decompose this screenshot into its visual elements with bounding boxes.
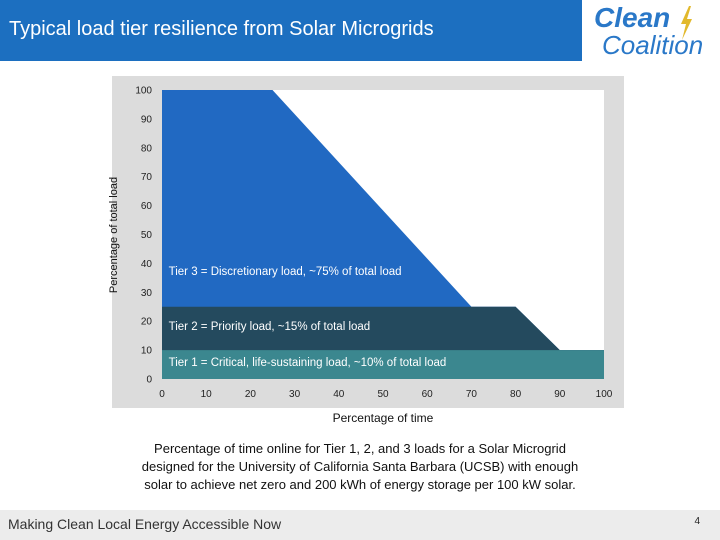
y-tick-label: 40 (141, 259, 153, 270)
x-tick-label: 10 (201, 389, 213, 400)
y-axis-title: Percentage of total load (108, 177, 120, 293)
footer-bar: Making Clean Local Energy Accessible Now… (0, 510, 720, 540)
x-tick-label: 60 (422, 389, 434, 400)
y-tick-label: 20 (141, 317, 153, 328)
x-tick-label: 0 (159, 389, 165, 400)
title-bar: Typical load tier resilience from Solar … (0, 0, 582, 61)
tier-1-area (162, 350, 604, 379)
y-tick-label: 90 (141, 114, 153, 125)
y-tick-label: 10 (141, 346, 153, 357)
y-tick-label: 80 (141, 143, 153, 154)
footer-tagline: Making Clean Local Energy Accessible Now (8, 516, 282, 532)
x-tick-label: 70 (466, 389, 478, 400)
y-tick-label: 30 (141, 288, 153, 299)
x-tick-label: 90 (554, 389, 566, 400)
x-tick-label: 100 (596, 389, 613, 400)
y-tick-label: 50 (141, 230, 153, 241)
x-tick-label: 50 (377, 389, 389, 400)
tier-3-label: Tier 3 = Discretionary load, ~75% of tot… (169, 266, 402, 278)
logo-text-clean: Clean (594, 2, 671, 33)
tier-2-label: Tier 2 = Priority load, ~15% of total lo… (169, 321, 371, 333)
y-tick-label: 100 (135, 86, 152, 97)
x-axis-title: Percentage of time (333, 411, 434, 425)
x-tick-label: 40 (333, 389, 345, 400)
x-tick-label: 80 (510, 389, 522, 400)
logo-text-coalition: Coalition (602, 30, 704, 60)
y-tick-label: 0 (146, 375, 152, 386)
x-tick-label: 30 (289, 389, 301, 400)
y-tick-label: 60 (141, 201, 153, 212)
chart-caption: Percentage of time online for Tier 1, 2,… (141, 441, 579, 492)
tier-1-label: Tier 1 = Critical, life-sustaining load,… (169, 357, 447, 369)
y-tick-label: 70 (141, 172, 153, 183)
page-number: 4 (694, 516, 700, 527)
page-title: Typical load tier resilience from Solar … (9, 18, 434, 40)
lightning-bolt-icon (681, 6, 692, 40)
clean-coalition-logo: Clean Coalition (586, 0, 720, 61)
x-tick-label: 20 (245, 389, 257, 400)
